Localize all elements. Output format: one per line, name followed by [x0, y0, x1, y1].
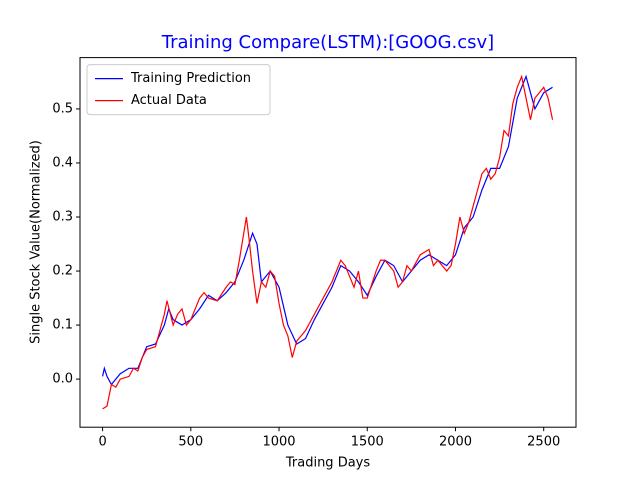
y-axis-label: Single Stock Value(Normalized): [29, 140, 44, 344]
legend-box: [86, 64, 271, 116]
y-tick-label: 0.1: [52, 318, 73, 333]
x-tick-label: 0: [98, 435, 106, 450]
y-tick-label: 0.2: [52, 264, 73, 279]
chart-title: Training Compare(LSTM):[GOOG.csv]: [161, 32, 494, 53]
axes-frame: [79, 57, 577, 428]
x-tick-label: 1500: [351, 435, 384, 450]
x-tick-label: 1000: [262, 435, 295, 450]
x-tick-label: 2500: [527, 435, 560, 450]
data-line: [102, 74, 553, 386]
x-tick-label: 500: [178, 435, 203, 450]
legend-label: Training Prediction: [130, 71, 251, 86]
y-tick-label: 0.3: [52, 210, 73, 225]
x-axis-label: Trading Days: [285, 456, 370, 471]
plot-area: 0 500 1000 1500 2000 2500 0.0 0.1 0.2 0.3 0.4 0.5 Tr…: [52, 57, 577, 450]
y-tick-label: 0.5: [52, 101, 73, 116]
y-tick-label: 0.4: [52, 155, 73, 170]
data-line: [102, 74, 554, 410]
legend-label: Actual Data: [131, 93, 207, 108]
x-tick-label: 2000: [439, 435, 472, 450]
y-tick-label: 0.0: [52, 372, 73, 387]
